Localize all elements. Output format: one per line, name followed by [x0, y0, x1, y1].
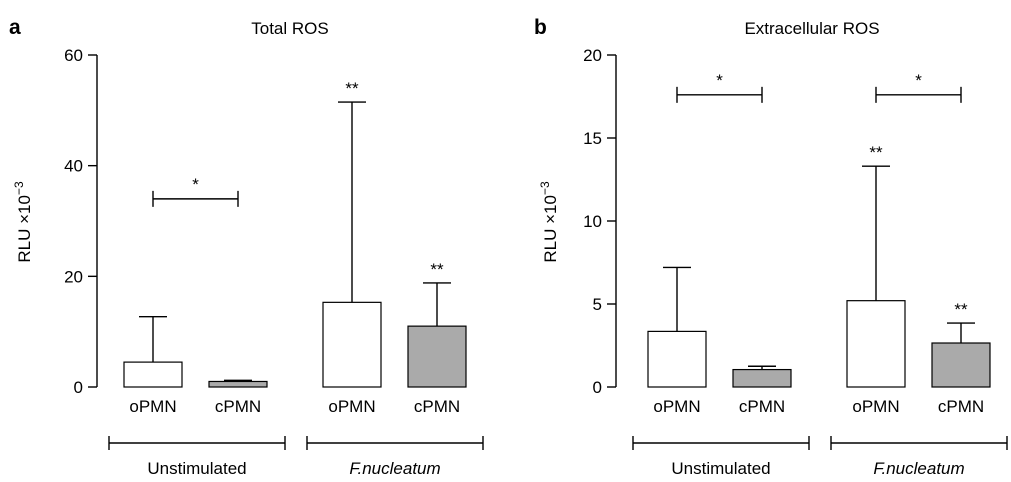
significance-mark: ** — [345, 79, 359, 98]
y-tick-label: 60 — [64, 46, 83, 65]
x-category-label: oPMN — [129, 397, 176, 416]
bracket-significance: * — [192, 175, 199, 194]
x-category-label: cPMN — [938, 397, 984, 416]
group-label: F.nucleatum — [873, 459, 964, 478]
x-category-label: oPMN — [852, 397, 899, 416]
group-label: F.nucleatum — [349, 459, 440, 478]
y-axis-label: RLU ×10−3 — [538, 181, 560, 263]
group-label: Unstimulated — [671, 459, 770, 478]
chart-panel-a: a Total ROS 0 20 40 60 RLU ×10−3 oPMN cPMN ** oPMN… — [9, 16, 484, 478]
y-tick-label: 10 — [583, 212, 602, 231]
y-tick-label: 5 — [593, 295, 602, 314]
y-axis-label: RLU ×10−3 — [12, 181, 34, 263]
bracket-significance: * — [915, 71, 922, 90]
x-category-label: cPMN — [414, 397, 460, 416]
panel-letter: a — [9, 16, 21, 39]
y-tick-label: 20 — [583, 46, 602, 65]
y-tick-label: 0 — [593, 378, 602, 397]
significance-mark: ** — [869, 143, 883, 162]
x-category-label: oPMN — [328, 397, 375, 416]
chart-title: Total ROS — [251, 19, 328, 38]
bar-opmn — [123, 361, 183, 388]
y-axis-label-text: RLU ×10 — [541, 195, 560, 263]
x-category-label: oPMN — [653, 397, 700, 416]
bar-opmn — [322, 301, 382, 388]
bar-opmn — [647, 330, 707, 388]
y-tick-label: 15 — [583, 129, 602, 148]
y-tick-label: 40 — [64, 157, 83, 176]
group-label: Unstimulated — [147, 459, 246, 478]
bar-opmn — [846, 300, 906, 388]
significance-mark: ** — [430, 260, 444, 279]
chart-title: Extracellular ROS — [744, 19, 879, 38]
bar-cpmn — [208, 380, 268, 388]
bar-cpmn — [407, 325, 467, 388]
x-category-label: cPMN — [215, 397, 261, 416]
y-tick-label: 20 — [64, 267, 83, 286]
bar-cpmn — [931, 342, 991, 388]
y-axis-label-exponent: −3 — [12, 181, 26, 195]
panel-letter: b — [534, 16, 547, 39]
chart-panel-b: b Extracellular ROS 0 5 10 15 20 RLU ×10−3 oPMN c… — [534, 16, 1008, 478]
bar-cpmn — [732, 368, 792, 388]
bracket-significance: * — [716, 71, 723, 90]
x-category-label: cPMN — [739, 397, 785, 416]
y-axis-label-exponent: −3 — [538, 181, 552, 195]
significance-mark: ** — [954, 300, 968, 319]
y-axis-label-text: RLU ×10 — [15, 195, 34, 263]
y-tick-label: 0 — [74, 378, 83, 397]
